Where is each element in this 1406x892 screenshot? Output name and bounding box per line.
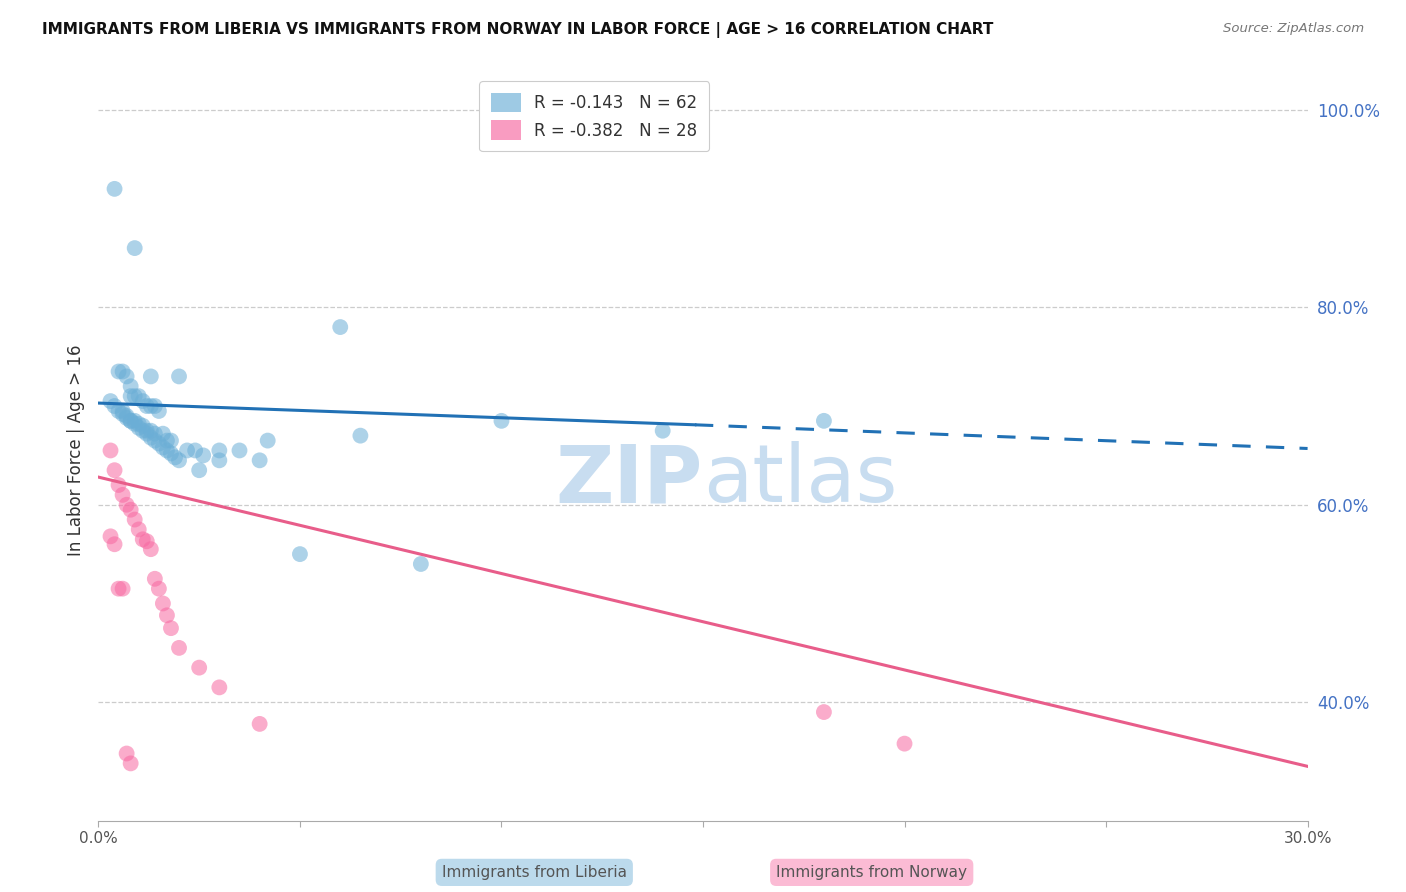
Point: [160, 446, 183, 460]
Point: [135, 534, 157, 549]
Point: [156, 434, 179, 448]
Point: [103, 182, 125, 196]
Point: [115, 410, 138, 425]
Point: [148, 436, 170, 450]
Point: [208, 453, 231, 467]
Point: [120, 414, 142, 428]
Point: [167, 453, 190, 467]
Point: [100, 529, 122, 543]
Point: [208, 443, 231, 458]
Legend: R = -0.143   N = 62, R = -0.382   N = 28: R = -0.143 N = 62, R = -0.382 N = 28: [479, 81, 709, 152]
Point: [256, 434, 278, 448]
Point: [329, 320, 352, 334]
Point: [103, 399, 125, 413]
Point: [139, 431, 162, 445]
Point: [128, 421, 150, 435]
Point: [124, 241, 146, 255]
Point: [103, 463, 125, 477]
Point: [107, 478, 129, 492]
Point: [163, 450, 186, 465]
Point: [167, 369, 190, 384]
Point: [124, 414, 146, 428]
Point: [120, 502, 142, 516]
Y-axis label: In Labor Force | Age > 16: In Labor Force | Age > 16: [66, 344, 84, 557]
Point: [651, 424, 673, 438]
Point: [128, 389, 150, 403]
Text: Immigrants from Liberia: Immigrants from Liberia: [441, 865, 627, 880]
Point: [152, 597, 174, 611]
Point: [135, 424, 157, 438]
Point: [120, 389, 142, 403]
Point: [135, 399, 157, 413]
Point: [288, 547, 311, 561]
Point: [409, 557, 432, 571]
Point: [124, 512, 146, 526]
Point: [100, 443, 122, 458]
Point: [111, 404, 134, 418]
Point: [893, 737, 915, 751]
Point: [124, 389, 146, 403]
Text: IMMIGRANTS FROM LIBERIA VS IMMIGRANTS FROM NORWAY IN LABOR FORCE | AGE > 16 CORR: IMMIGRANTS FROM LIBERIA VS IMMIGRANTS FR…: [42, 22, 994, 38]
Point: [156, 608, 179, 623]
Point: [148, 582, 170, 596]
Point: [111, 407, 134, 421]
Point: [143, 399, 166, 413]
Point: [139, 369, 162, 384]
Point: [132, 394, 155, 409]
Point: [115, 369, 138, 384]
Text: Source: ZipAtlas.com: Source: ZipAtlas.com: [1223, 22, 1364, 36]
Point: [107, 364, 129, 378]
Point: [128, 523, 150, 537]
Point: [208, 681, 231, 695]
Point: [120, 756, 142, 771]
Text: atlas: atlas: [703, 441, 897, 519]
Point: [135, 426, 157, 441]
Point: [115, 498, 138, 512]
Point: [111, 488, 134, 502]
Point: [120, 414, 142, 428]
Point: [139, 399, 162, 413]
Point: [193, 449, 215, 463]
Point: [111, 364, 134, 378]
Text: Immigrants from Norway: Immigrants from Norway: [776, 865, 967, 880]
Point: [103, 537, 125, 551]
Point: [160, 621, 183, 635]
Point: [111, 582, 134, 596]
Point: [188, 463, 211, 477]
Point: [143, 426, 166, 441]
Point: [249, 453, 271, 467]
Point: [132, 424, 155, 438]
Point: [152, 441, 174, 455]
Point: [107, 404, 129, 418]
Point: [143, 572, 166, 586]
Point: [156, 443, 179, 458]
Point: [120, 379, 142, 393]
Point: [139, 424, 162, 438]
Point: [143, 434, 166, 448]
Point: [249, 717, 271, 731]
Point: [491, 414, 513, 428]
Point: [176, 443, 198, 458]
Point: [148, 404, 170, 418]
Point: [188, 660, 211, 674]
Point: [124, 417, 146, 431]
Point: [167, 640, 190, 655]
Point: [349, 428, 371, 442]
Point: [132, 533, 155, 547]
Point: [115, 747, 138, 761]
Point: [139, 542, 162, 557]
Point: [128, 417, 150, 431]
Point: [184, 443, 207, 458]
Point: [132, 418, 155, 433]
Point: [107, 582, 129, 596]
Point: [115, 409, 138, 423]
Point: [813, 414, 835, 428]
Point: [152, 426, 174, 441]
Point: [813, 705, 835, 719]
Point: [228, 443, 250, 458]
Text: ZIP: ZIP: [555, 441, 703, 519]
Point: [100, 394, 122, 409]
Point: [160, 434, 183, 448]
